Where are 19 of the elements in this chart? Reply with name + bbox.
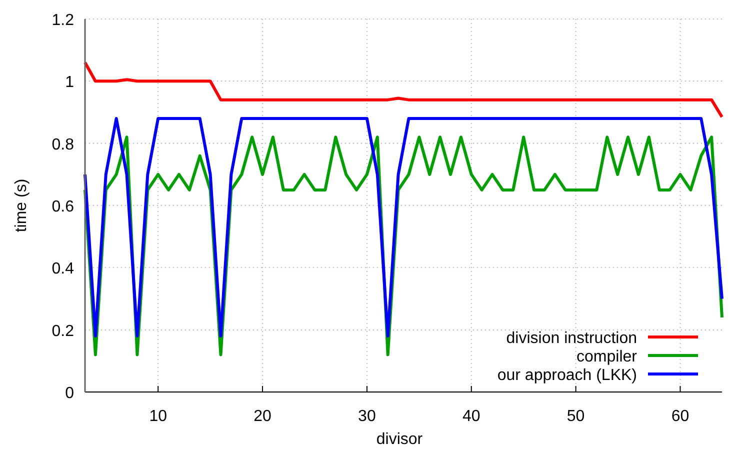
x-tick-label: 30: [358, 408, 376, 425]
x-tick-label: 60: [671, 408, 690, 425]
x-axis-title: divisor: [376, 431, 424, 448]
legend-label: division instruction: [506, 330, 637, 347]
x-tick-label: 10: [149, 408, 168, 425]
y-axis-title: time (s): [13, 178, 30, 232]
y-tick-label: 1.2: [52, 12, 74, 29]
legend-label: our approach (LKK): [497, 367, 637, 384]
y-tick-label: 0.4: [52, 260, 74, 278]
y-tick-label: 1: [65, 74, 74, 92]
y-tick-label: 0: [65, 385, 74, 402]
y-tick-label: 0.6: [52, 198, 74, 216]
legend-label: compiler: [576, 348, 638, 366]
x-tick-label: 20: [254, 408, 272, 425]
x-tick-label: 50: [566, 408, 585, 425]
y-tick-label: 0.2: [52, 322, 74, 340]
x-tick-label: 40: [462, 408, 480, 425]
y-tick-label: 0.8: [52, 136, 74, 154]
line-series: [84, 61, 724, 118]
